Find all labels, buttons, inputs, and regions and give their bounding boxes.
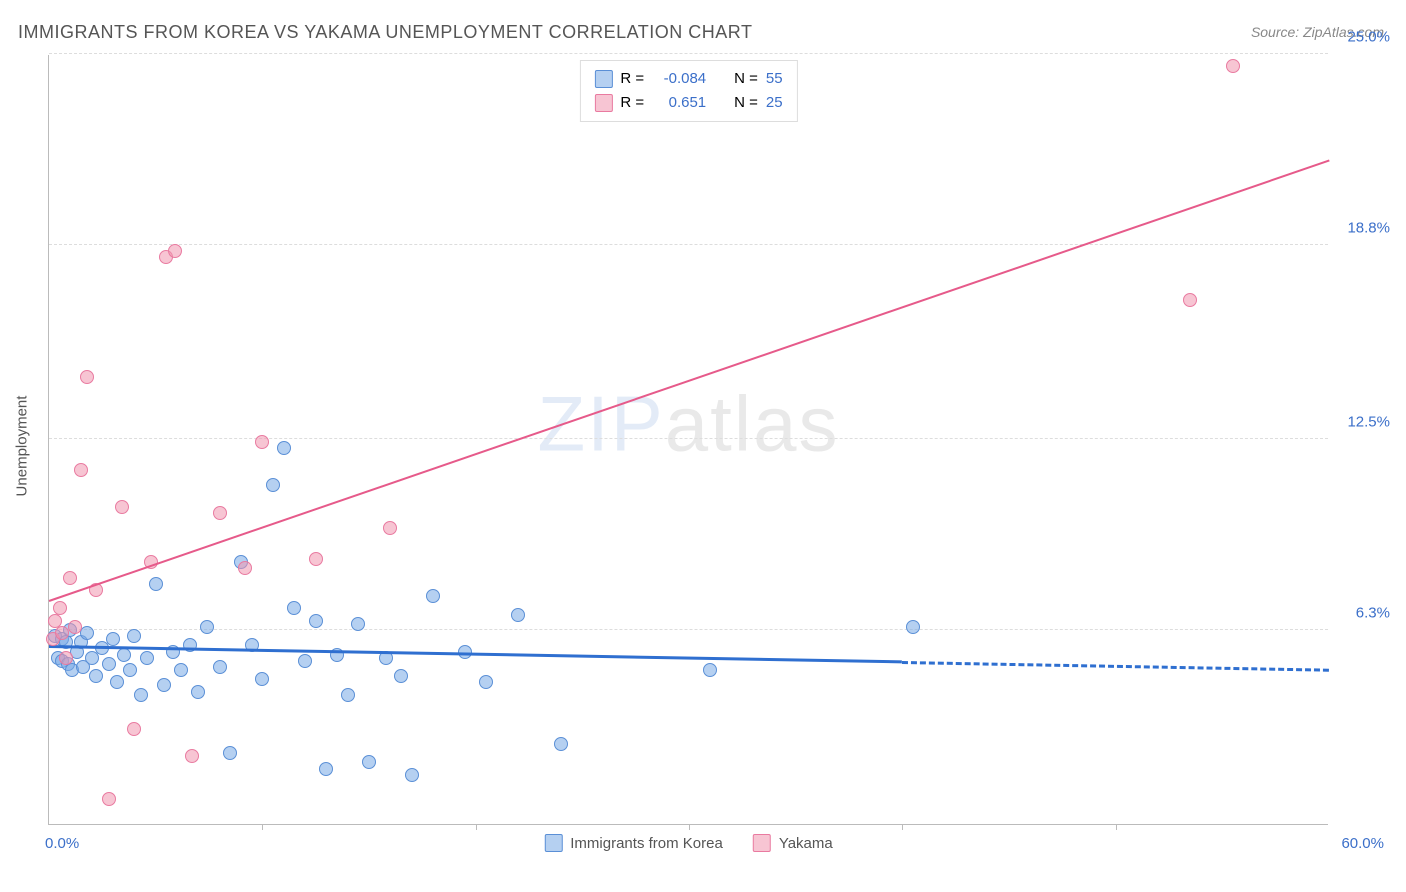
gridline — [49, 629, 1328, 630]
scatter-point-korea — [110, 675, 124, 689]
y-tick-label: 25.0% — [1334, 29, 1390, 46]
swatch-yakama — [753, 834, 771, 852]
x-min-label: 0.0% — [45, 835, 79, 852]
scatter-point-yakama — [63, 571, 77, 585]
series-label-yakama: Yakama — [779, 835, 833, 852]
legend-item-yakama: Yakama — [753, 834, 833, 852]
x-tick — [262, 824, 263, 830]
scatter-point-korea — [906, 620, 920, 634]
x-tick — [1116, 824, 1117, 830]
r-value-yakama: 0.651 — [652, 91, 706, 115]
scatter-point-yakama — [1226, 59, 1240, 73]
swatch-yakama — [594, 94, 612, 112]
scatter-point-yakama — [1183, 293, 1197, 307]
scatter-point-yakama — [59, 651, 73, 665]
swatch-korea — [544, 834, 562, 852]
scatter-point-yakama — [309, 552, 323, 566]
legend-item-korea: Immigrants from Korea — [544, 834, 723, 852]
trend-line — [902, 661, 1329, 672]
x-tick — [476, 824, 477, 830]
scatter-point-korea — [703, 663, 717, 677]
trend-line — [49, 160, 1330, 602]
scatter-point-korea — [287, 601, 301, 615]
scatter-point-korea — [479, 675, 493, 689]
scatter-point-korea — [351, 617, 365, 631]
scatter-point-korea — [149, 577, 163, 591]
y-axis-label: Unemployment — [14, 396, 31, 497]
scatter-point-korea — [140, 651, 154, 665]
scatter-point-korea — [106, 632, 120, 646]
scatter-point-korea — [554, 737, 568, 751]
y-tick-label: 6.3% — [1334, 604, 1390, 621]
scatter-point-korea — [157, 678, 171, 692]
gridline — [49, 244, 1328, 245]
scatter-point-yakama — [213, 506, 227, 520]
scatter-point-yakama — [383, 521, 397, 535]
scatter-point-yakama — [127, 722, 141, 736]
legend-row-yakama: R = 0.651 N = 25 — [594, 91, 782, 115]
watermark-atlas: atlas — [665, 380, 840, 468]
scatter-point-korea — [200, 620, 214, 634]
scatter-point-korea — [117, 648, 131, 662]
scatter-point-korea — [277, 441, 291, 455]
r-label: R = — [620, 91, 644, 115]
scatter-point-yakama — [255, 435, 269, 449]
scatter-point-yakama — [53, 601, 67, 615]
series-legend: Immigrants from Korea Yakama — [544, 834, 832, 852]
scatter-point-korea — [134, 688, 148, 702]
scatter-point-yakama — [80, 370, 94, 384]
n-value-korea: 55 — [766, 67, 783, 91]
scatter-point-korea — [405, 768, 419, 782]
scatter-point-yakama — [68, 620, 82, 634]
correlation-legend: R = -0.084 N = 55 R = 0.651 N = 25 — [579, 60, 797, 122]
scatter-point-yakama — [55, 626, 69, 640]
scatter-point-yakama — [115, 500, 129, 514]
scatter-point-korea — [191, 685, 205, 699]
scatter-point-korea — [319, 762, 333, 776]
scatter-point-korea — [80, 626, 94, 640]
series-label-korea: Immigrants from Korea — [570, 835, 723, 852]
n-value-yakama: 25 — [766, 91, 783, 115]
scatter-point-yakama — [168, 244, 182, 258]
watermark: ZIPatlas — [537, 379, 839, 470]
scatter-point-korea — [511, 608, 525, 622]
scatter-point-yakama — [74, 463, 88, 477]
scatter-point-korea — [266, 478, 280, 492]
scatter-point-korea — [223, 746, 237, 760]
scatter-point-korea — [362, 755, 376, 769]
x-tick — [902, 824, 903, 830]
x-tick — [689, 824, 690, 830]
scatter-point-korea — [127, 629, 141, 643]
n-label: N = — [734, 91, 758, 115]
scatter-point-yakama — [102, 792, 116, 806]
watermark-zip: ZIP — [537, 380, 664, 468]
scatter-point-korea — [426, 589, 440, 603]
r-value-korea: -0.084 — [652, 67, 706, 91]
scatter-point-korea — [255, 672, 269, 686]
scatter-point-korea — [341, 688, 355, 702]
x-max-label: 60.0% — [1341, 835, 1384, 852]
r-label: R = — [620, 67, 644, 91]
scatter-point-korea — [394, 669, 408, 683]
gridline — [49, 438, 1328, 439]
legend-row-korea: R = -0.084 N = 55 — [594, 67, 782, 91]
scatter-point-korea — [213, 660, 227, 674]
scatter-point-korea — [309, 614, 323, 628]
scatter-point-korea — [174, 663, 188, 677]
scatter-point-korea — [298, 654, 312, 668]
n-label: N = — [734, 67, 758, 91]
y-tick-label: 18.8% — [1334, 219, 1390, 236]
scatter-point-korea — [102, 657, 116, 671]
gridline — [49, 53, 1328, 54]
chart-title: IMMIGRANTS FROM KOREA VS YAKAMA UNEMPLOY… — [18, 22, 752, 43]
y-tick-label: 12.5% — [1334, 414, 1390, 431]
scatter-point-korea — [89, 669, 103, 683]
scatter-chart: ZIPatlas R = -0.084 N = 55 R = 0.651 N =… — [48, 55, 1328, 825]
scatter-point-korea — [123, 663, 137, 677]
scatter-point-yakama — [185, 749, 199, 763]
scatter-point-yakama — [238, 561, 252, 575]
swatch-korea — [594, 70, 612, 88]
